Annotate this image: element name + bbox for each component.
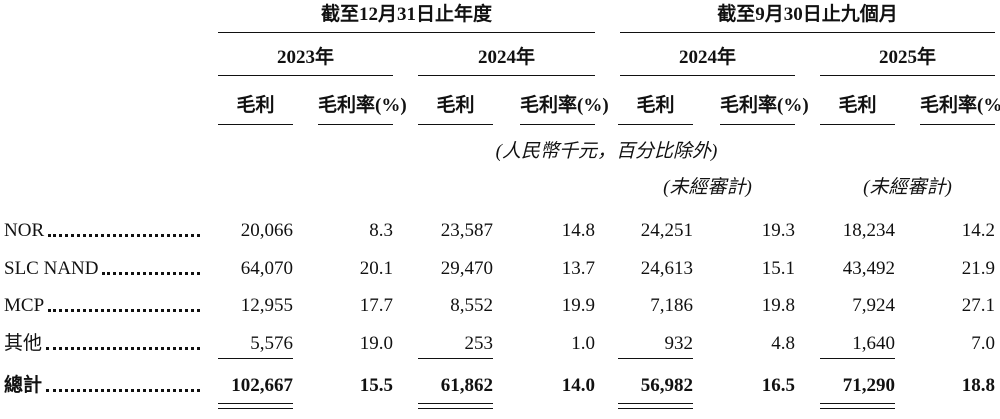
leader-dots: [46, 389, 200, 392]
year-rule: [218, 75, 393, 76]
subtotal-rule: [820, 358, 895, 359]
value-cell: 21.9: [961, 258, 995, 279]
value-cell: 7,186: [650, 295, 693, 316]
total-double-rule: [820, 403, 895, 404]
total-double-rule: [418, 408, 493, 409]
subtotal-rule: [218, 358, 293, 359]
value-cell: 43,492: [842, 258, 895, 279]
value-cell: 14.2: [961, 220, 995, 241]
leader-dots: [48, 234, 200, 237]
row-label: MCP: [4, 295, 45, 316]
column-header: 毛利: [636, 95, 675, 116]
column-header: 毛利率(%): [318, 95, 407, 116]
year-header: 2023年: [276, 47, 334, 68]
column-header: 毛利: [236, 95, 275, 116]
value-cell: 20,066: [240, 220, 293, 241]
value-cell: 13.7: [561, 258, 595, 279]
value-cell: 14.8: [561, 220, 595, 241]
value-cell: 23,587: [440, 220, 493, 241]
value-cell: 8,552: [450, 295, 493, 316]
unaudited-note: (未經審計): [663, 177, 752, 198]
value-cell: 1,640: [852, 333, 895, 354]
value-cell: 19.0: [359, 333, 393, 354]
value-cell: 253: [464, 333, 494, 354]
total-cell: 15.5: [359, 375, 393, 396]
column-rule: [618, 124, 693, 125]
row-label: 總計: [4, 375, 43, 396]
total-cell: 61,862: [440, 375, 493, 396]
total-double-rule: [820, 408, 895, 409]
value-cell: 1.0: [571, 333, 595, 354]
value-cell: 15.1: [761, 258, 795, 279]
column-rule: [418, 124, 493, 125]
column-rule: [318, 124, 393, 125]
total-double-rule: [618, 403, 693, 404]
row-label: NOR: [4, 220, 45, 241]
total-cell: 56,982: [640, 375, 693, 396]
row-label: 其他: [4, 333, 43, 354]
column-rule: [920, 124, 995, 125]
column-rule: [720, 124, 795, 125]
column-header: 毛利: [838, 95, 877, 116]
group-header: 截至12月31日止年度: [320, 4, 492, 25]
leader-dots: [102, 272, 200, 275]
value-cell: 19.3: [761, 220, 795, 241]
value-cell: 19.8: [761, 295, 795, 316]
total-cell: 18.8: [961, 375, 995, 396]
value-cell: 5,576: [250, 333, 293, 354]
year-header: 2024年: [477, 47, 535, 68]
value-cell: 19.9: [561, 295, 595, 316]
unaudited-note: (未經審計): [863, 177, 952, 198]
value-cell: 17.7: [359, 295, 393, 316]
value-cell: 20.1: [359, 258, 393, 279]
total-double-rule: [618, 408, 693, 409]
value-cell: 27.1: [961, 295, 995, 316]
group-rule: [620, 32, 995, 33]
year-rule: [418, 75, 595, 76]
column-header: 毛利: [436, 95, 475, 116]
value-cell: 932: [664, 333, 694, 354]
value-cell: 24,613: [640, 258, 693, 279]
subtotal-rule: [618, 358, 693, 359]
value-cell: 18,234: [842, 220, 895, 241]
total-cell: 71,290: [842, 375, 895, 396]
value-cell: 29,470: [440, 258, 493, 279]
total-double-rule: [218, 408, 293, 409]
unit-note: (人民幣千元，百分比除外): [495, 141, 718, 162]
year-header: 2025年: [878, 47, 936, 68]
total-cell: 102,667: [231, 375, 293, 396]
value-cell: 8.3: [369, 220, 393, 241]
year-rule: [820, 75, 995, 76]
column-header: 毛利率(%): [520, 95, 609, 116]
column-rule: [820, 124, 895, 125]
subtotal-rule: [418, 358, 493, 359]
column-header: 毛利率(%): [920, 95, 1000, 116]
leader-dots: [46, 347, 200, 350]
leader-dots: [48, 309, 200, 312]
value-cell: 4.8: [771, 333, 795, 354]
total-double-rule: [418, 403, 493, 404]
column-header: 毛利率(%): [720, 95, 809, 116]
value-cell: 24,251: [640, 220, 693, 241]
column-rule: [218, 124, 293, 125]
column-rule: [520, 124, 595, 125]
value-cell: 12,955: [240, 295, 293, 316]
year-rule: [620, 75, 795, 76]
group-rule: [218, 32, 595, 33]
value-cell: 7,924: [852, 295, 895, 316]
year-header: 2024年: [678, 47, 736, 68]
group-header: 截至9月30日止九個月: [717, 4, 898, 25]
value-cell: 64,070: [240, 258, 293, 279]
row-label: SLC NAND: [4, 258, 99, 279]
total-double-rule: [218, 403, 293, 404]
value-cell: 7.0: [971, 333, 995, 354]
total-cell: 16.5: [761, 375, 795, 396]
total-cell: 14.0: [561, 375, 595, 396]
